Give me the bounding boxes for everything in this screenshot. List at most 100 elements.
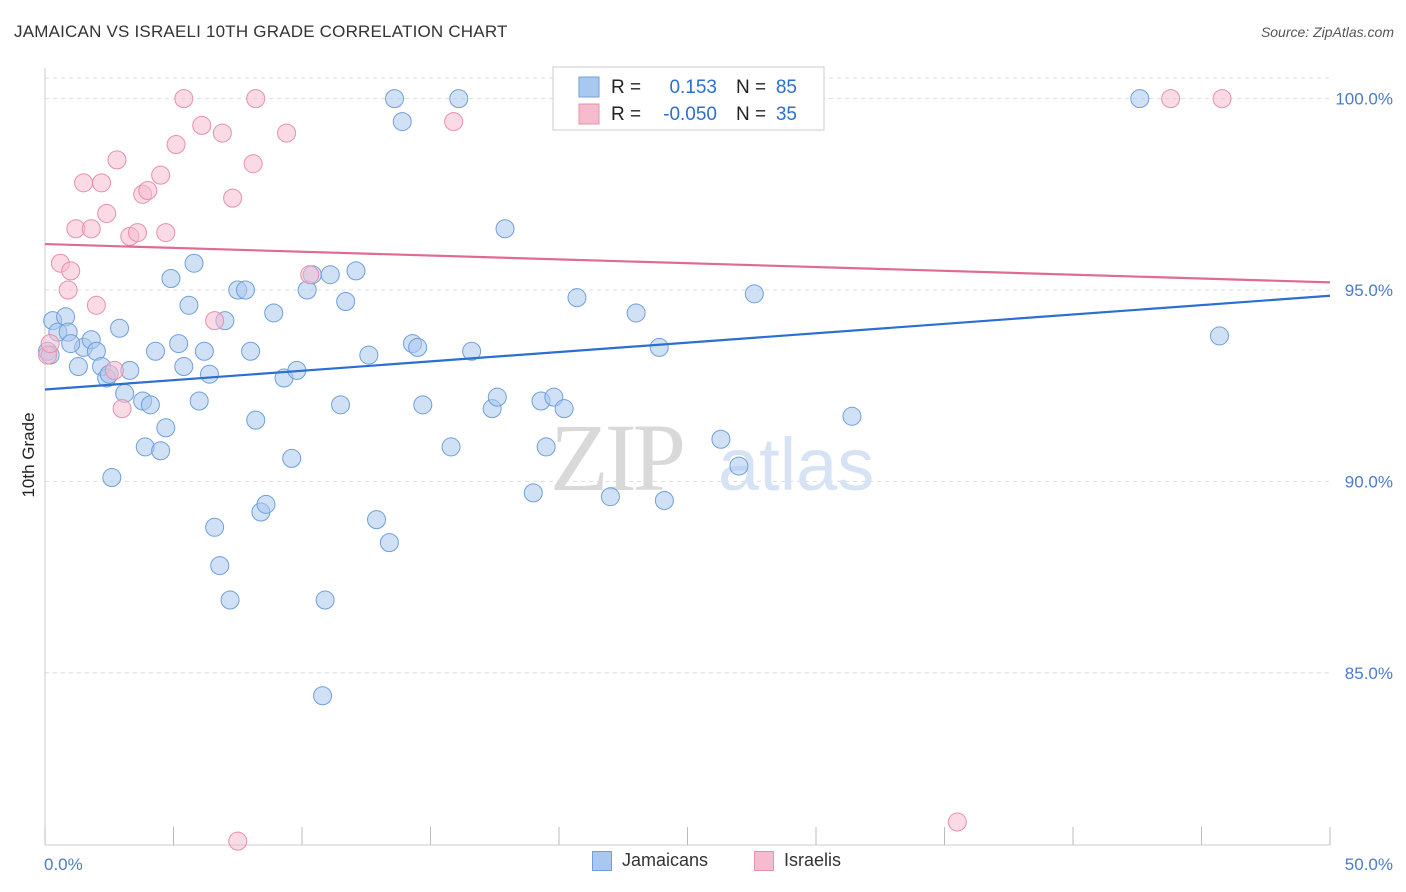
y-tick-label: 100.0%: [1335, 90, 1393, 109]
jamaican-point: [102, 468, 122, 488]
jamaican-point: [146, 341, 166, 361]
jamaican-point: [61, 334, 81, 354]
jamaican-point: [179, 295, 199, 315]
jamaican-point: [1209, 326, 1229, 346]
y-tick-label: 85.0%: [1345, 664, 1393, 683]
jamaican-point: [110, 318, 130, 338]
israeli-point: [947, 812, 967, 832]
israeli-point: [58, 280, 78, 300]
israeli-point: [86, 295, 106, 315]
watermark: ZIP atlas: [550, 404, 874, 511]
israeli-point: [444, 112, 464, 132]
jamaican-point: [315, 590, 335, 610]
jamaican-point: [449, 89, 469, 109]
legend-n-label-israelis: N =: [736, 104, 766, 125]
legend-n-value-jamaicans: 85: [776, 77, 797, 98]
jamaican-point: [194, 341, 214, 361]
jamaican-point: [495, 219, 515, 239]
israeli-point: [277, 123, 297, 143]
israeli-point: [1161, 89, 1181, 109]
jamaican-point: [711, 429, 731, 449]
israeli-point: [74, 173, 94, 193]
israeli-point: [243, 154, 263, 174]
jamaican-point: [392, 112, 412, 132]
jamaican-point: [140, 395, 160, 415]
jamaican-point: [210, 556, 230, 576]
jamaican-point: [744, 284, 764, 304]
axes-layer: 85.0% 90.0% 95.0% 100.0%: [44, 68, 1393, 846]
bottom-legend-label-israelis: Israelis: [784, 850, 842, 870]
jamaican-point: [241, 341, 261, 361]
legend-r-value-israelis: -0.050: [663, 104, 717, 125]
israeli-point: [61, 261, 81, 281]
jamaican-point: [331, 395, 351, 415]
bottom-legend-label-jamaicans: Jamaicans: [622, 850, 709, 870]
chart-source: Source: ZipAtlas.com: [1260, 24, 1394, 40]
jamaican-point: [189, 391, 209, 411]
jamaican-point: [367, 510, 387, 530]
jamaican-point: [264, 303, 284, 323]
stats-legend: R = 0.153 N = 85 R = -0.050 N = 35: [552, 66, 825, 131]
jamaican-point: [161, 269, 181, 289]
jamaican-point: [199, 364, 219, 384]
legend-swatch-israelis: [578, 103, 600, 125]
jamaican-point: [68, 357, 88, 377]
legend-r-label-israelis: R =: [611, 104, 641, 125]
jamaican-trend-line: [44, 294, 1331, 391]
legend-r-label-jamaicans: R =: [611, 77, 641, 98]
jamaican-point: [1130, 89, 1150, 109]
jamaican-point: [235, 280, 255, 300]
israeli-point: [1212, 89, 1232, 109]
bottom-legend-jamaicans: Jamaicans: [592, 850, 708, 871]
jamaican-point: [256, 494, 276, 514]
jamaican-point: [174, 357, 194, 377]
jamaican-point: [320, 265, 340, 285]
israeli-point: [40, 334, 60, 354]
israeli-point: [81, 219, 101, 239]
legend-n-value-israelis: 35: [776, 104, 797, 125]
bottom-legend-swatch-israelis: [754, 850, 774, 871]
jamaican-point: [654, 491, 674, 511]
jamaican-point: [156, 418, 176, 438]
jamaican-point: [385, 89, 405, 109]
legend-r-value-jamaicans: 0.153: [669, 77, 717, 98]
legend-n-label-jamaicans: N =: [736, 77, 766, 98]
y-tick-label: 90.0%: [1345, 472, 1393, 491]
israeli-point: [246, 89, 266, 109]
jamaican-point: [169, 334, 189, 354]
jamaican-point: [600, 487, 620, 507]
chart-title: JAMAICAN VS ISRAELI 10TH GRADE CORRELATI…: [14, 22, 508, 41]
jamaican-point: [282, 448, 302, 468]
jamaican-point: [441, 437, 461, 457]
jamaican-point: [184, 253, 204, 273]
jamaican-point: [413, 395, 433, 415]
bottom-legend-israelis: Israelis: [754, 850, 841, 871]
jamaican-point: [487, 387, 507, 407]
jamaican-point: [313, 686, 333, 706]
jamaican-point: [408, 337, 428, 357]
israeli-point: [112, 399, 132, 419]
israeli-point: [128, 223, 148, 243]
jamaican-point: [462, 341, 482, 361]
israeli-point: [223, 188, 243, 208]
jamaican-point: [205, 517, 225, 537]
jamaican-point: [359, 345, 379, 365]
jamaican-point: [379, 533, 399, 553]
jamaican-point: [523, 483, 543, 503]
y-tick-label: 95.0%: [1345, 281, 1393, 300]
israeli-point: [300, 265, 320, 285]
israeli-point: [205, 311, 225, 331]
israeli-point: [151, 165, 171, 185]
jamaican-point: [842, 406, 862, 426]
x-tick-label-max: 50.0%: [1345, 855, 1393, 874]
jamaican-point: [649, 337, 669, 357]
y-axis-label: 10th Grade: [19, 412, 38, 497]
israeli-point: [107, 150, 127, 170]
jamaican-point: [220, 590, 240, 610]
israeli-point: [97, 203, 117, 223]
israeli-point: [174, 89, 194, 109]
jamaican-point: [536, 437, 556, 457]
israeli-trend-line: [44, 242, 1331, 284]
israeli-point: [192, 115, 212, 135]
